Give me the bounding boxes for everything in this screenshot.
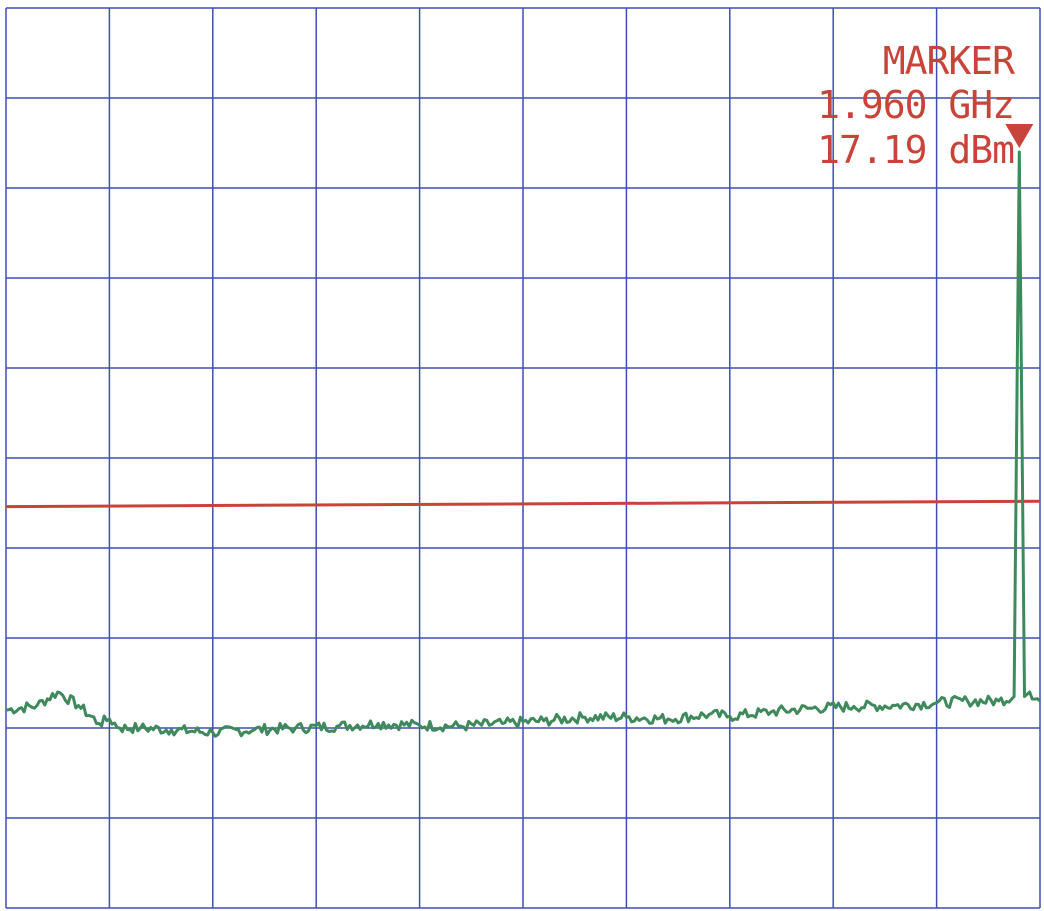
marker-level: 17.19 dBm — [817, 128, 1014, 172]
reference-level-line — [5, 499, 1041, 509]
graticule-grid — [5, 7, 1041, 909]
marker-readout: MARKER 1.960 GHz 17.19 dBm — [817, 39, 1016, 172]
marker-triangle-icon — [1005, 124, 1034, 148]
spectrum-trace — [5, 150, 1041, 738]
marker-title: MARKER — [883, 39, 1015, 83]
marker-frequency: 1.960 GHz — [817, 83, 1014, 127]
